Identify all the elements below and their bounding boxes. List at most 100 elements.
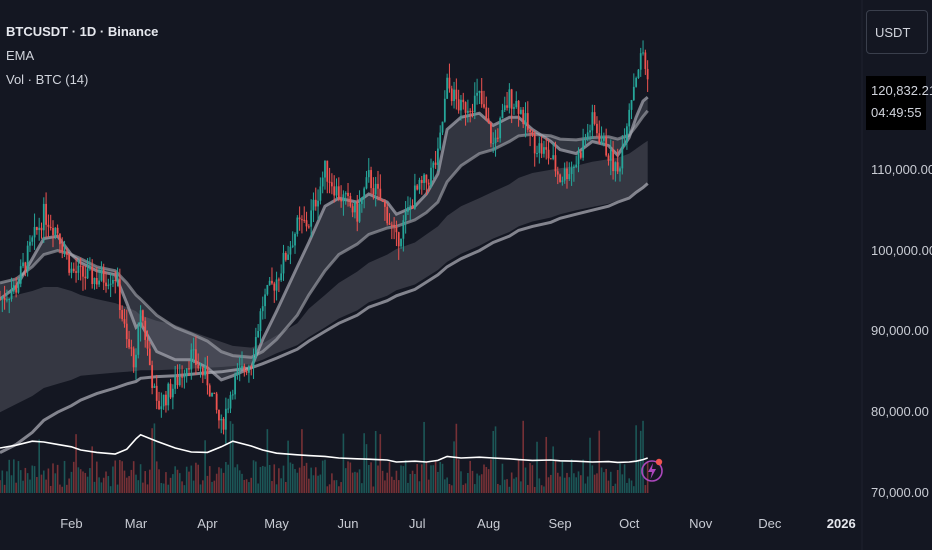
candle-body xyxy=(397,232,400,247)
volume-bar xyxy=(430,465,432,493)
candle-body xyxy=(630,100,633,110)
candle-body xyxy=(42,203,45,231)
volume-bar xyxy=(100,482,103,493)
volume-bar xyxy=(17,461,20,493)
candle-body xyxy=(515,100,518,108)
volume-bar xyxy=(473,484,476,493)
volume-bar xyxy=(404,460,407,493)
candle-body xyxy=(185,368,188,377)
candle-body xyxy=(513,107,515,109)
volume-bar xyxy=(582,459,584,493)
volume-bar xyxy=(202,480,204,493)
lightning-icon[interactable] xyxy=(641,455,663,485)
candle-body xyxy=(354,201,356,213)
volume-bar xyxy=(89,468,91,493)
candle-body xyxy=(275,279,278,291)
volume-bar xyxy=(540,485,543,493)
candle-body xyxy=(49,226,52,228)
candle-body xyxy=(121,310,124,320)
candle-body xyxy=(642,52,644,54)
volume-bar xyxy=(407,482,409,493)
candle-body xyxy=(390,224,393,226)
candlesticks xyxy=(0,40,649,444)
volume-bar xyxy=(586,476,589,493)
candle-body xyxy=(328,181,331,183)
candle-body xyxy=(98,280,101,285)
candle-body xyxy=(457,99,460,111)
volume-bar xyxy=(644,485,647,493)
volume-bar xyxy=(314,467,317,493)
volume-bar xyxy=(121,461,123,493)
candle-body xyxy=(342,194,345,202)
candle-body xyxy=(277,279,280,281)
candle-body xyxy=(416,185,419,190)
candle-body xyxy=(77,265,80,273)
volume-bar xyxy=(559,476,561,493)
candle-body xyxy=(65,251,68,255)
volume-bar xyxy=(139,464,142,493)
symbol-legend[interactable]: BTCUSDT · 1D · Binance xyxy=(6,24,159,39)
candle-body xyxy=(395,226,398,233)
candle-body xyxy=(72,268,75,272)
candle-body xyxy=(554,155,557,172)
volume-bar xyxy=(257,483,259,493)
volume-bar xyxy=(146,484,149,493)
volume-bar xyxy=(501,463,504,493)
volume-bar xyxy=(533,486,536,493)
volume-bar xyxy=(19,470,22,493)
currency-button[interactable]: USDT xyxy=(866,10,928,54)
volume-bar xyxy=(36,476,38,493)
volume-bar xyxy=(485,466,488,493)
volume-bar xyxy=(506,479,508,493)
volume-bar xyxy=(444,479,446,493)
volume-bar xyxy=(301,429,303,493)
candle-body xyxy=(418,179,421,190)
candle-body xyxy=(114,279,117,281)
candle-body xyxy=(167,383,170,406)
volume-bar xyxy=(49,485,52,493)
ema-mid-line xyxy=(0,109,649,359)
candle-body xyxy=(584,139,587,141)
candle-body xyxy=(137,327,140,355)
last-price-value: 120,832.21 xyxy=(871,83,932,98)
candle-body xyxy=(600,140,603,143)
time-tick-label: Nov xyxy=(689,516,713,531)
candle-body xyxy=(644,52,647,69)
volume-bar xyxy=(160,482,163,493)
volume-bar xyxy=(340,482,342,493)
volume-bar xyxy=(616,469,619,493)
candle-body xyxy=(229,395,232,409)
volume-bar xyxy=(123,470,126,493)
price-tick-label: 80,000.00 xyxy=(871,404,929,420)
volume-bar xyxy=(591,465,594,493)
volume-bar xyxy=(347,461,349,493)
volume-bar xyxy=(490,459,492,493)
candle-body xyxy=(109,283,112,285)
candle-body xyxy=(146,340,149,349)
candle-body xyxy=(347,192,349,197)
volume-bar xyxy=(59,484,61,493)
ema-legend[interactable]: EMA xyxy=(6,48,35,63)
candle-body xyxy=(264,294,266,307)
candle-body xyxy=(619,168,621,172)
volume-legend[interactable]: Vol · BTC (14) xyxy=(6,72,89,87)
candle-body xyxy=(579,152,582,158)
volume-bar xyxy=(61,486,64,493)
volume-bar xyxy=(225,461,227,493)
volume-bar xyxy=(423,421,425,493)
volume-bar xyxy=(250,477,253,493)
candle-body xyxy=(632,86,635,101)
candle-body xyxy=(22,262,24,267)
candle-body xyxy=(84,276,87,279)
candle-body xyxy=(24,262,27,271)
candle-body xyxy=(485,107,488,119)
volume-bar xyxy=(243,479,246,493)
volume-bar xyxy=(10,475,13,493)
time-tick-label: Oct xyxy=(619,516,640,531)
candle-body xyxy=(577,152,580,165)
volume-bar xyxy=(570,459,573,493)
candle-body xyxy=(437,148,439,165)
candle-body xyxy=(393,224,396,227)
candle-body xyxy=(533,134,536,154)
